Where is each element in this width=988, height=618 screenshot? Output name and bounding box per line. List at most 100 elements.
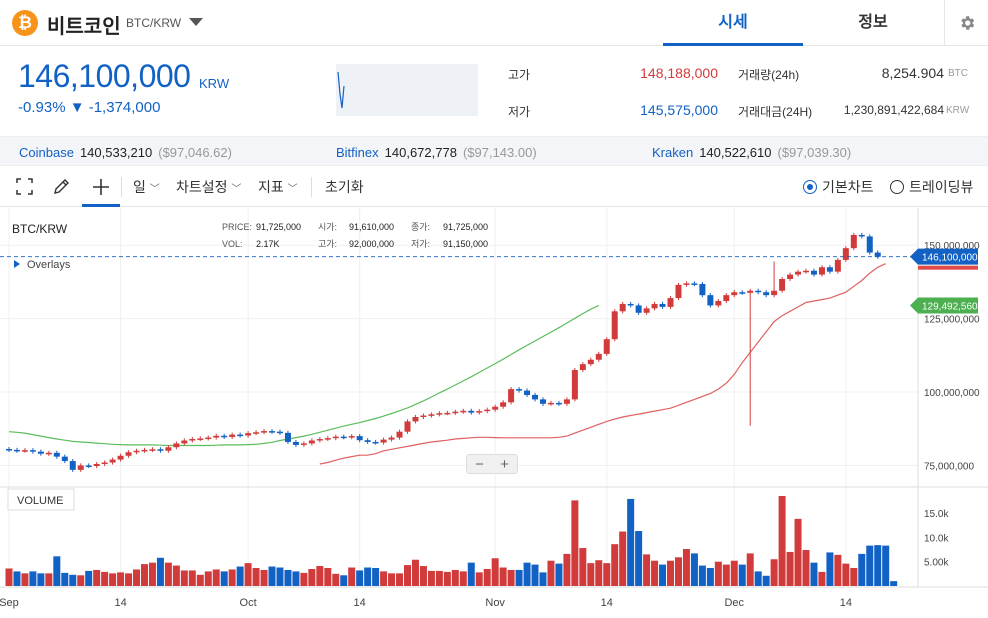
ohlc-low: 91,150,000 bbox=[443, 239, 488, 249]
volume-bar bbox=[778, 496, 786, 586]
volume-bar bbox=[874, 545, 882, 586]
candle-body bbox=[412, 417, 419, 422]
candle-body bbox=[611, 311, 618, 340]
ma-long-line bbox=[8, 304, 600, 447]
candle-body bbox=[539, 399, 546, 404]
volume-bar bbox=[603, 563, 611, 586]
candle-body bbox=[237, 434, 244, 437]
volume-bar bbox=[826, 552, 834, 586]
period-select[interactable]: 일 ﹀ bbox=[133, 179, 160, 195]
volume-bar bbox=[300, 572, 308, 586]
volume-bar bbox=[180, 570, 188, 586]
exchange-bitfinex[interactable]: Bitfinex 140,672,778 ($97,143.00) bbox=[336, 145, 537, 160]
candle-body bbox=[699, 283, 706, 296]
mini-chart bbox=[336, 64, 478, 116]
basic-chart-radio[interactable]: 기본차트 bbox=[803, 177, 874, 197]
ohlc-open-label: 시가: bbox=[318, 222, 337, 232]
bitcoin-icon: ₿ bbox=[12, 10, 38, 36]
candle-body bbox=[348, 436, 355, 438]
chevron-down-icon: ﹀ bbox=[149, 184, 160, 195]
candle-body bbox=[316, 439, 323, 441]
tradingview-radio[interactable]: 트레이딩뷰 bbox=[890, 177, 973, 197]
gear-button[interactable] bbox=[944, 0, 988, 46]
volume-bar bbox=[659, 564, 667, 586]
time-tick-label: 14 bbox=[354, 597, 366, 609]
time-tick-label: Dec bbox=[724, 597, 744, 609]
ohlc-high-label: 고가: bbox=[318, 239, 337, 249]
overlays-toggle[interactable]: Overlays bbox=[27, 259, 71, 271]
indicators-menu[interactable]: 지표 ﹀ bbox=[258, 179, 298, 195]
exchange-coinbase[interactable]: Coinbase 140,533,210 ($97,046.62) bbox=[19, 145, 232, 160]
volume-bar bbox=[730, 560, 738, 586]
price-chart[interactable]: 150,000,000 125,000,000 100,000,000 75,000,… bbox=[0, 208, 988, 618]
volume-label-box bbox=[7, 488, 75, 511]
current-price-tag bbox=[910, 248, 978, 265]
tab-price[interactable]: 시세 bbox=[663, 0, 803, 46]
crosshair-button[interactable] bbox=[82, 167, 120, 207]
low-value: 145,575,000 bbox=[640, 102, 718, 118]
candle-body bbox=[866, 236, 873, 253]
volume-bar bbox=[475, 572, 483, 586]
time-tick-label: 14 bbox=[840, 597, 852, 609]
chart-settings-menu[interactable]: 차트설정 ﹀ bbox=[176, 179, 242, 195]
candle-body bbox=[818, 267, 825, 275]
time-tick-label: Sep bbox=[0, 597, 19, 609]
candle-body bbox=[555, 402, 562, 405]
volume-bar bbox=[746, 553, 754, 586]
volume-bar bbox=[443, 571, 451, 586]
tab-info[interactable]: 정보 bbox=[858, 14, 888, 31]
turnover-24h-label: 거래대금(24H) bbox=[738, 105, 813, 119]
candle-body bbox=[850, 234, 857, 249]
volume-bar bbox=[188, 570, 196, 586]
candle-body bbox=[420, 415, 427, 418]
volume-bar bbox=[411, 559, 419, 586]
candle-body bbox=[77, 465, 84, 470]
candle-body bbox=[587, 359, 594, 365]
ohlc-low-label: 저가: bbox=[411, 239, 430, 249]
reset-button[interactable]: 초기화 bbox=[325, 179, 364, 195]
candle-body bbox=[308, 440, 315, 444]
candle-body bbox=[532, 394, 539, 400]
volume-bar bbox=[29, 571, 37, 586]
volume-bar bbox=[316, 566, 324, 586]
candle-body bbox=[524, 390, 531, 395]
chevron-down-icon[interactable] bbox=[189, 18, 203, 26]
current-price: 146,100,000 bbox=[18, 58, 191, 94]
candle-body bbox=[189, 439, 196, 441]
volume-bar bbox=[109, 573, 117, 586]
volume-bar bbox=[435, 570, 443, 586]
caret-right-icon[interactable] bbox=[14, 260, 20, 268]
exchange-kraken[interactable]: Kraken 140,522,610 ($97,039.30) bbox=[652, 145, 852, 160]
volume-bar bbox=[539, 572, 547, 586]
volume-bars bbox=[5, 496, 898, 586]
zoom-in-button[interactable]: + bbox=[500, 455, 509, 473]
candle-body bbox=[428, 414, 435, 416]
toolbar-divider bbox=[311, 177, 312, 197]
volume-bar bbox=[101, 571, 109, 586]
candle-body bbox=[834, 259, 841, 272]
volume-bar bbox=[507, 569, 515, 586]
volume-bar bbox=[13, 571, 21, 586]
candle-body bbox=[810, 270, 817, 275]
volume-bar bbox=[794, 518, 802, 586]
ma-value-label: 129,492,560 bbox=[922, 301, 978, 312]
volume-bar bbox=[682, 549, 690, 586]
candle-body bbox=[803, 270, 809, 273]
volume-bar bbox=[563, 553, 571, 586]
ma-value-tag bbox=[910, 297, 978, 314]
fullscreen-button[interactable] bbox=[16, 178, 33, 198]
volume-tick-label: 5.00k bbox=[924, 558, 949, 569]
volume-bar bbox=[260, 569, 268, 586]
volume-bar bbox=[220, 571, 228, 586]
crosshair-icon bbox=[93, 179, 109, 195]
volume-bar bbox=[252, 568, 260, 586]
volume-bar bbox=[866, 545, 874, 586]
candle-body bbox=[372, 441, 379, 444]
draw-button[interactable] bbox=[52, 177, 71, 199]
volume-bar bbox=[396, 573, 404, 586]
zoom-out-button[interactable]: − bbox=[475, 455, 484, 473]
exchange-bar: Coinbase 140,533,210 ($97,046.62) Bitfinex… bbox=[0, 136, 988, 166]
volume-bar bbox=[21, 573, 29, 586]
volume-bar bbox=[706, 568, 714, 586]
candle-body bbox=[683, 283, 690, 285]
